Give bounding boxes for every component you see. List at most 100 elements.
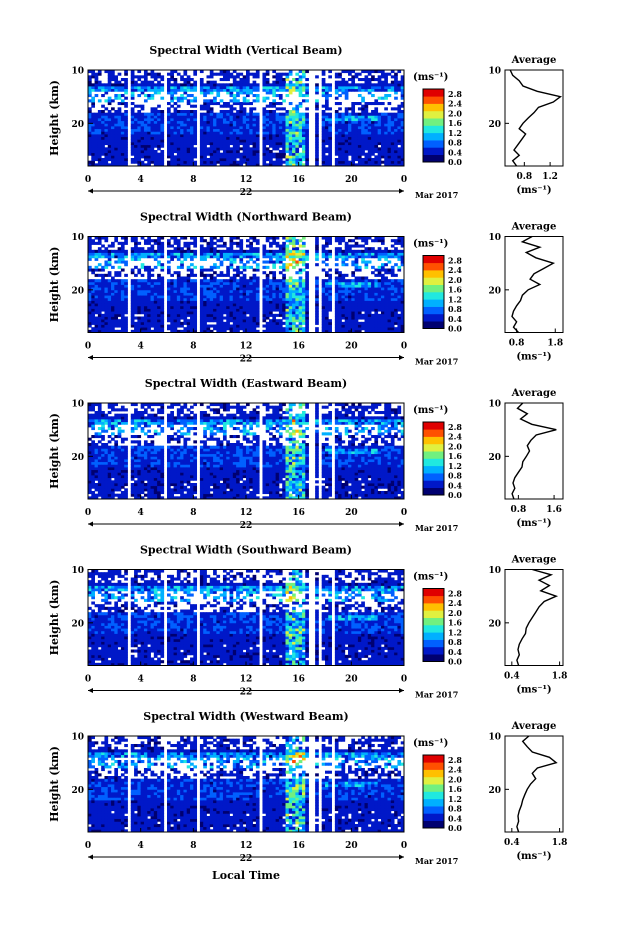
heatmap-cell	[147, 163, 151, 167]
heatmap-cell	[203, 324, 207, 328]
heatmap-cell	[199, 155, 204, 159]
heatmap-cell	[229, 284, 234, 288]
heatmap-cell	[216, 249, 221, 253]
heatmap-cell	[176, 239, 181, 243]
heatmap-cell	[301, 268, 306, 272]
heatmap-cell	[147, 131, 151, 135]
heatmap-cell	[377, 88, 382, 92]
heatmap-cell	[88, 128, 92, 132]
heatmap-cell	[354, 244, 359, 248]
heatmap-cell	[341, 300, 346, 304]
heatmap-cell	[209, 107, 214, 111]
heatmap-cell	[226, 91, 230, 95]
heatmap-cell	[278, 142, 283, 146]
heatmap-cell	[282, 295, 286, 299]
heatmap-cell	[153, 139, 158, 143]
heatmap-cell	[190, 295, 194, 299]
heatmap-cell	[301, 300, 306, 304]
heatmap-cell	[173, 279, 178, 283]
heatmap-cell	[242, 324, 247, 328]
heatmap-cell	[130, 303, 135, 307]
heatmap-cell	[292, 252, 296, 256]
heatmap-cell	[364, 83, 369, 87]
heatmap-cell	[104, 160, 109, 164]
heatmap-cell	[354, 295, 359, 299]
heatmap-cell	[199, 123, 204, 127]
heatmap-cell	[150, 281, 155, 285]
heatmap-cell	[262, 289, 267, 293]
heatmap-cell	[325, 316, 329, 320]
heatmap-cell	[176, 300, 181, 304]
heatmap-cell	[341, 324, 346, 328]
heatmap-cell	[246, 300, 250, 304]
heatmap-cell	[190, 249, 194, 253]
heatmap-cell	[94, 88, 99, 92]
heatmap-cell	[213, 308, 217, 312]
heatmap-cell	[262, 281, 267, 285]
heatmap-cell	[190, 142, 194, 146]
heatmap-cell	[328, 120, 332, 124]
heatmap-cell	[232, 75, 237, 79]
heatmap-cell	[130, 300, 135, 304]
heatmap-cell	[209, 150, 214, 154]
heatmap-cell	[262, 72, 267, 76]
heatmap-cell	[206, 110, 211, 114]
heatmap-cell	[137, 150, 142, 154]
heatmap-cell	[170, 295, 174, 299]
heatmap-cell	[288, 324, 293, 328]
heatmap-cell	[282, 139, 286, 143]
heatmap-cell	[321, 255, 326, 259]
heatmap-cell	[298, 324, 303, 328]
heatmap-cell	[325, 321, 329, 325]
heatmap-cell	[239, 281, 244, 285]
heatmap-cell	[357, 88, 362, 92]
heatmap-cell	[348, 150, 352, 154]
heatmap-cell	[305, 91, 309, 95]
heatmap-cells	[88, 236, 405, 333]
heatmap-cell	[219, 279, 224, 283]
heatmap-cell	[384, 308, 388, 312]
heatmap-cell	[380, 239, 385, 243]
heatmap-cell	[199, 236, 204, 240]
heatmap-cell	[341, 287, 346, 291]
heatmap-cell	[120, 297, 125, 301]
heatmap-cell	[384, 292, 388, 296]
heatmap-cell	[167, 287, 171, 291]
heatmap-cell	[143, 313, 148, 317]
heatmap-cell	[344, 263, 349, 267]
heatmap-cell	[390, 158, 395, 162]
heatmap-cell	[394, 80, 398, 84]
heatmap-cell	[325, 281, 329, 285]
heatmap-cell	[344, 120, 349, 124]
heatmap-cell	[140, 120, 145, 124]
heatmap-cell	[150, 126, 155, 130]
heatmap-cell	[219, 120, 224, 124]
heatmap-cell	[262, 155, 267, 159]
heatmap-cell	[288, 255, 293, 259]
heatmap-cell	[236, 110, 240, 114]
heatmap-cell	[186, 281, 191, 285]
heatmap-cell	[305, 88, 309, 92]
heatmap-cell	[374, 78, 379, 82]
heatmap-cell	[216, 88, 221, 92]
heatmap-cell	[232, 163, 237, 167]
heatmap-cell	[229, 305, 234, 309]
heatmap-cell	[173, 319, 178, 323]
heatmap-cell	[120, 158, 125, 162]
heatmap-cell	[301, 142, 306, 146]
heatmap-cell	[321, 300, 326, 304]
heatmap-cell	[334, 276, 339, 280]
heatmap-cell	[167, 72, 171, 76]
heatmap-cell	[97, 152, 102, 156]
heatmap-cell	[193, 155, 198, 159]
heatmap-cell	[190, 303, 194, 307]
heatmap-cell	[298, 327, 303, 331]
heatmap-cell	[344, 257, 349, 261]
heatmap-cell	[143, 249, 148, 253]
heatmap-cell	[275, 319, 280, 323]
heatmap-cell	[130, 287, 135, 291]
heatmap-cell	[216, 155, 221, 159]
heatmap-cell	[295, 289, 300, 293]
heatmap-cell	[354, 265, 359, 269]
heatmap-cell	[298, 244, 303, 248]
